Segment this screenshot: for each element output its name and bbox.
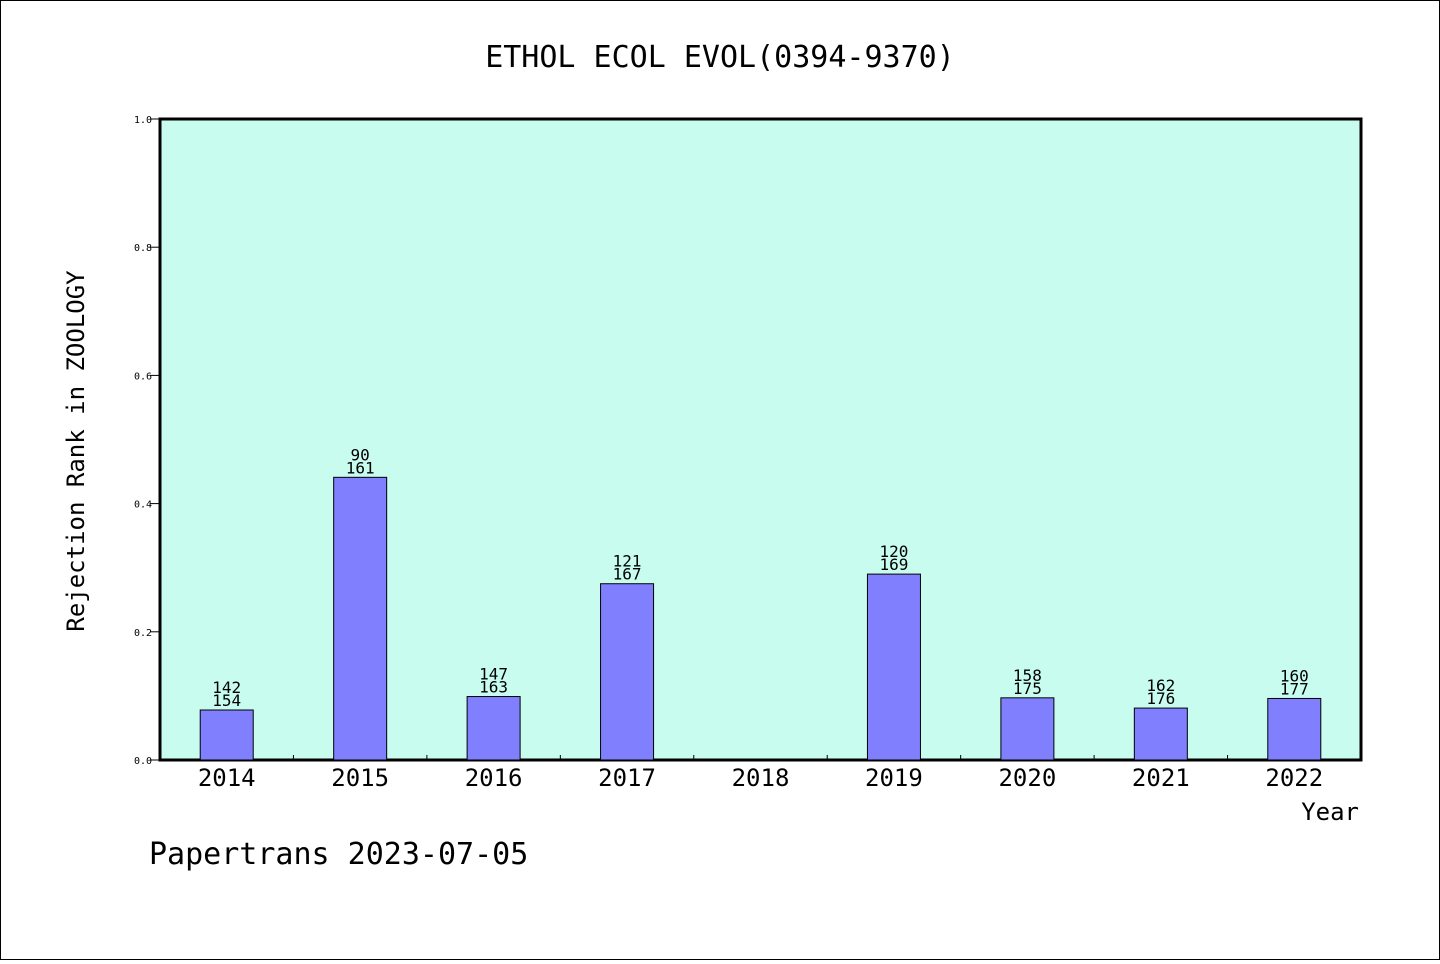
y-axis-label: Rejection Rank in ZOOLOGY bbox=[62, 270, 90, 632]
x-tick-label: 2014 bbox=[198, 764, 256, 792]
bar-2020 bbox=[1000, 697, 1055, 761]
x-tick-label: 2015 bbox=[331, 764, 389, 792]
bar-2022 bbox=[1267, 697, 1322, 761]
bar-2015 bbox=[333, 476, 388, 761]
x-axis: 2014 2015 2016 2017 2018 2019 2020 2021 2022 bbox=[198, 755, 1323, 792]
bar-label-upper: 162 bbox=[1146, 676, 1175, 695]
bar-label-upper: 121 bbox=[613, 552, 642, 571]
x-tick-label: 2016 bbox=[465, 764, 523, 792]
x-axis-label: Year bbox=[1301, 798, 1359, 826]
y-tick-label: 0.8 bbox=[134, 243, 152, 254]
y-tick-label: 0.2 bbox=[134, 628, 152, 639]
bar-label-lower: 169 bbox=[879, 555, 908, 574]
bar-label-lower: 176 bbox=[1146, 689, 1175, 708]
bar-label-upper: 120 bbox=[879, 542, 908, 561]
y-tick-label: 0.4 bbox=[134, 500, 152, 511]
bar-2014 bbox=[199, 709, 254, 761]
bar-label-lower: 154 bbox=[212, 691, 241, 710]
y-axis: 0.0 0.2 0.4 0.6 0.8 1.0 bbox=[134, 115, 160, 767]
bar-label-lower: 167 bbox=[613, 565, 642, 584]
x-tick-label: 2019 bbox=[865, 764, 923, 792]
x-tick-label: 2017 bbox=[598, 764, 656, 792]
bar-label-upper: 158 bbox=[1013, 666, 1042, 685]
bar-label-lower: 177 bbox=[1280, 679, 1309, 698]
footer-text: Papertrans 2023-07-05 bbox=[149, 837, 528, 872]
bar-label-lower: 175 bbox=[1013, 679, 1042, 698]
x-tick-label: 2020 bbox=[998, 764, 1056, 792]
y-tick-label: 0.6 bbox=[134, 371, 152, 382]
bar-2016 bbox=[466, 696, 521, 761]
bar-2019 bbox=[866, 573, 921, 761]
bar-label-upper: 142 bbox=[212, 678, 241, 697]
bar-2021 bbox=[1133, 707, 1188, 761]
bar-label-upper: 147 bbox=[479, 665, 508, 684]
chart-title: ETHOL ECOL EVOL(0394-9370) bbox=[485, 40, 955, 75]
x-tick-label: 2018 bbox=[732, 764, 790, 792]
y-tick-label: 0.0 bbox=[134, 756, 152, 767]
bar-label-lower: 161 bbox=[346, 458, 375, 477]
bar-label-lower: 163 bbox=[479, 678, 508, 697]
x-tick-label: 2022 bbox=[1265, 764, 1323, 792]
bar-2017 bbox=[600, 583, 655, 761]
x-tick-label: 2021 bbox=[1132, 764, 1190, 792]
bar-label-upper: 160 bbox=[1280, 666, 1309, 685]
y-tick-label: 1.0 bbox=[134, 115, 152, 126]
bar-label-upper: 90 bbox=[351, 445, 370, 464]
